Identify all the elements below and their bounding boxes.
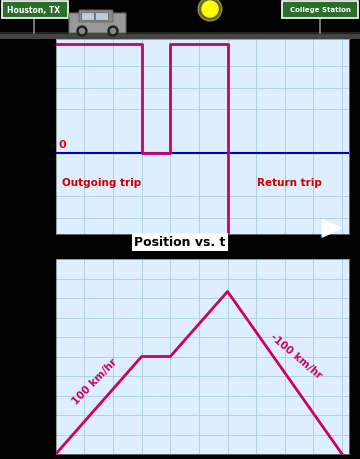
Text: -100 km/hr: -100 km/hr (269, 331, 324, 380)
Y-axis label: Position (km): Position (km) (24, 323, 33, 391)
Text: 100 km/hr: 100 km/hr (70, 356, 119, 405)
Y-axis label: Velocity (km/hr): Velocity (km/hr) (22, 96, 31, 178)
FancyBboxPatch shape (69, 14, 126, 34)
Polygon shape (322, 220, 342, 238)
Circle shape (111, 29, 116, 34)
FancyBboxPatch shape (1, 1, 68, 18)
Circle shape (202, 2, 218, 18)
X-axis label: Time (min): Time (min) (168, 249, 237, 259)
FancyBboxPatch shape (82, 14, 94, 21)
FancyBboxPatch shape (282, 1, 357, 18)
Circle shape (108, 27, 118, 37)
Text: Position vs. t: Position vs. t (134, 236, 226, 249)
Circle shape (80, 29, 85, 34)
Text: Houston, TX: Houston, TX (8, 6, 60, 15)
Bar (0, 33, 360, 35)
Circle shape (77, 27, 87, 37)
FancyBboxPatch shape (96, 14, 108, 21)
Text: College Station: College Station (289, 7, 350, 13)
Text: Outgoing trip: Outgoing trip (62, 178, 141, 188)
Bar (0, 34, 360, 40)
Text: Return trip: Return trip (257, 178, 321, 188)
FancyBboxPatch shape (79, 11, 113, 23)
Text: 0: 0 (59, 140, 66, 150)
Circle shape (198, 0, 222, 22)
